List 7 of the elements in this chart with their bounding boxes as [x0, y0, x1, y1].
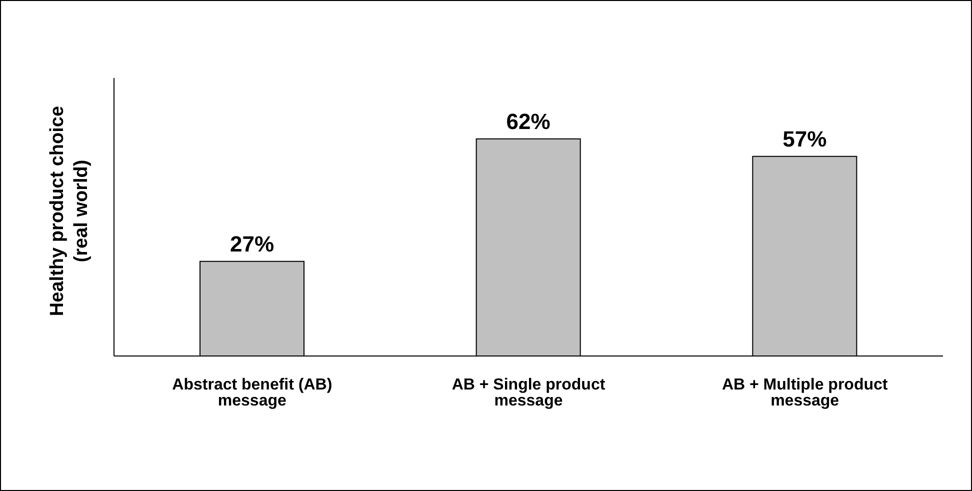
- data-label: 27%: [230, 231, 274, 256]
- x-tick-label: Abstract benefit (AB) message: [172, 376, 332, 410]
- data-label: 57%: [782, 126, 827, 152]
- data-label: 62%: [506, 108, 550, 134]
- x-tick-label: AB + Single product message: [452, 376, 606, 410]
- y-axis-title: Healthy product choice (real world): [46, 104, 93, 318]
- x-tick-label: AB + Multiple product message: [722, 376, 888, 410]
